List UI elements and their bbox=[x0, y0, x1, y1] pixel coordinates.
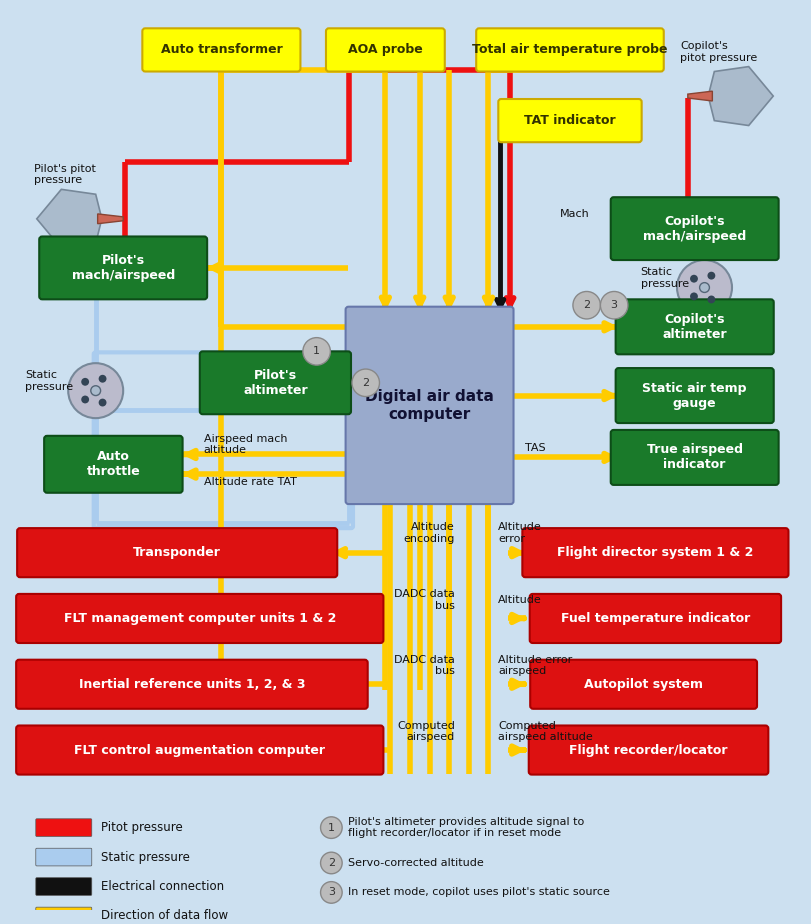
Text: 2: 2 bbox=[328, 858, 335, 868]
FancyBboxPatch shape bbox=[36, 878, 92, 895]
FancyBboxPatch shape bbox=[36, 819, 92, 836]
Text: 2: 2 bbox=[363, 378, 369, 388]
FancyBboxPatch shape bbox=[522, 529, 788, 578]
Text: Flight recorder/locator: Flight recorder/locator bbox=[569, 744, 727, 757]
FancyBboxPatch shape bbox=[36, 907, 92, 924]
FancyBboxPatch shape bbox=[529, 725, 768, 774]
FancyBboxPatch shape bbox=[16, 594, 384, 643]
Text: True airspeed
indicator: True airspeed indicator bbox=[646, 444, 743, 471]
Text: Altitude: Altitude bbox=[498, 595, 542, 605]
Text: 3: 3 bbox=[611, 300, 618, 310]
Text: Mach: Mach bbox=[560, 209, 590, 219]
FancyBboxPatch shape bbox=[616, 299, 774, 354]
FancyBboxPatch shape bbox=[143, 29, 300, 71]
Circle shape bbox=[600, 291, 628, 319]
Circle shape bbox=[700, 283, 710, 293]
Circle shape bbox=[677, 260, 732, 315]
Text: Altitude rate TAT: Altitude rate TAT bbox=[204, 477, 297, 487]
FancyBboxPatch shape bbox=[39, 237, 207, 299]
Text: Pilot's pitot
pressure: Pilot's pitot pressure bbox=[34, 164, 96, 186]
Text: Pilot's
mach/airspeed: Pilot's mach/airspeed bbox=[71, 254, 175, 282]
Text: TAT indicator: TAT indicator bbox=[524, 114, 616, 128]
Text: Auto transformer: Auto transformer bbox=[161, 43, 282, 56]
Text: 1: 1 bbox=[313, 346, 320, 357]
Text: 2: 2 bbox=[583, 300, 590, 310]
Text: Transponder: Transponder bbox=[133, 546, 221, 559]
Text: Pilot's altimeter provides altitude signal to
flight recorder/locator if in rese: Pilot's altimeter provides altitude sign… bbox=[348, 817, 584, 838]
Circle shape bbox=[707, 296, 715, 303]
Circle shape bbox=[320, 817, 342, 838]
Polygon shape bbox=[688, 91, 712, 101]
Circle shape bbox=[573, 291, 600, 319]
Text: Servo-corrected altitude: Servo-corrected altitude bbox=[348, 858, 484, 868]
Text: Computed
airspeed altitude: Computed airspeed altitude bbox=[498, 721, 593, 742]
FancyBboxPatch shape bbox=[498, 99, 642, 142]
Text: Pitot pressure: Pitot pressure bbox=[101, 821, 182, 834]
Text: Pilot's
altimeter: Pilot's altimeter bbox=[243, 369, 307, 396]
Text: Digital air data
computer: Digital air data computer bbox=[365, 389, 494, 421]
FancyBboxPatch shape bbox=[326, 29, 444, 71]
Circle shape bbox=[303, 337, 330, 365]
FancyBboxPatch shape bbox=[616, 368, 774, 423]
Text: Static pressure: Static pressure bbox=[101, 851, 190, 864]
Text: Altitude error
airspeed: Altitude error airspeed bbox=[498, 655, 573, 676]
FancyBboxPatch shape bbox=[44, 436, 182, 492]
Text: Copilot's
mach/airspeed: Copilot's mach/airspeed bbox=[643, 214, 746, 243]
Text: Static
pressure: Static pressure bbox=[25, 370, 73, 392]
FancyBboxPatch shape bbox=[611, 197, 779, 260]
FancyBboxPatch shape bbox=[36, 848, 92, 866]
Circle shape bbox=[68, 363, 123, 419]
Text: Flight director system 1 & 2: Flight director system 1 & 2 bbox=[557, 546, 753, 559]
Circle shape bbox=[690, 274, 698, 283]
Circle shape bbox=[707, 272, 715, 280]
FancyBboxPatch shape bbox=[17, 529, 337, 578]
FancyBboxPatch shape bbox=[530, 660, 757, 709]
Text: Fuel temperature indicator: Fuel temperature indicator bbox=[560, 612, 750, 625]
FancyBboxPatch shape bbox=[16, 725, 384, 774]
Polygon shape bbox=[97, 213, 123, 224]
Polygon shape bbox=[710, 67, 773, 126]
Text: Computed
airspeed: Computed airspeed bbox=[397, 721, 455, 742]
Circle shape bbox=[690, 293, 698, 300]
Circle shape bbox=[91, 385, 101, 395]
Text: Direction of data flow: Direction of data flow bbox=[101, 909, 228, 922]
Text: Static
pressure: Static pressure bbox=[641, 267, 689, 288]
Text: Altitude
encoding: Altitude encoding bbox=[404, 522, 455, 544]
FancyBboxPatch shape bbox=[345, 307, 513, 505]
Text: Copilot's
altimeter: Copilot's altimeter bbox=[663, 313, 727, 341]
Text: Autopilot system: Autopilot system bbox=[584, 677, 703, 691]
Circle shape bbox=[352, 369, 380, 396]
Text: FLT control augmentation computer: FLT control augmentation computer bbox=[75, 744, 325, 757]
Circle shape bbox=[320, 852, 342, 874]
Text: Static air temp
gauge: Static air temp gauge bbox=[642, 382, 747, 409]
Text: DADC data
bus: DADC data bus bbox=[394, 589, 455, 611]
Circle shape bbox=[99, 398, 106, 407]
Text: In reset mode, copilot uses pilot's static source: In reset mode, copilot uses pilot's stat… bbox=[348, 887, 610, 897]
Text: Total air temperature probe: Total air temperature probe bbox=[472, 43, 667, 56]
Text: AOA probe: AOA probe bbox=[348, 43, 423, 56]
Circle shape bbox=[99, 375, 106, 383]
Text: TAS: TAS bbox=[525, 443, 546, 453]
Text: Auto
throttle: Auto throttle bbox=[87, 450, 140, 479]
Circle shape bbox=[320, 881, 342, 904]
Circle shape bbox=[81, 395, 89, 404]
Circle shape bbox=[81, 378, 89, 385]
FancyBboxPatch shape bbox=[16, 660, 367, 709]
Polygon shape bbox=[36, 189, 101, 249]
FancyBboxPatch shape bbox=[476, 29, 663, 71]
Text: 3: 3 bbox=[328, 887, 335, 897]
Text: FLT management computer units 1 & 2: FLT management computer units 1 & 2 bbox=[63, 612, 336, 625]
FancyBboxPatch shape bbox=[530, 594, 781, 643]
FancyBboxPatch shape bbox=[611, 430, 779, 485]
Text: 1: 1 bbox=[328, 822, 335, 833]
Text: Copilot's
pitot pressure: Copilot's pitot pressure bbox=[680, 41, 757, 63]
Text: Airspeed mach
altitude: Airspeed mach altitude bbox=[204, 434, 287, 456]
Text: Altitude
error: Altitude error bbox=[498, 522, 542, 544]
Text: DADC data
bus: DADC data bus bbox=[394, 655, 455, 676]
Text: Electrical connection: Electrical connection bbox=[101, 880, 224, 893]
FancyBboxPatch shape bbox=[200, 351, 351, 414]
Text: Inertial reference units 1, 2, & 3: Inertial reference units 1, 2, & 3 bbox=[79, 677, 305, 691]
